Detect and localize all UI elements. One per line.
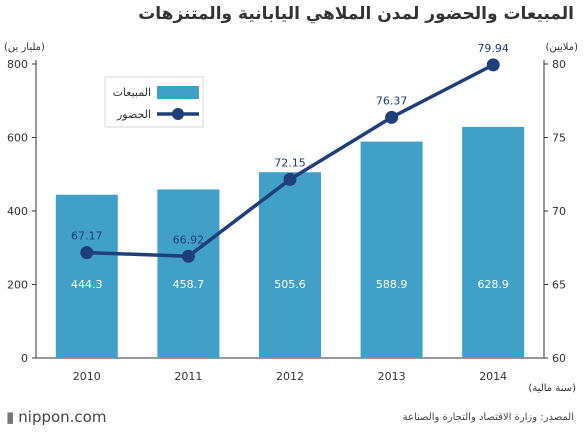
bar-value-label: 588.9: [376, 278, 408, 291]
left-tick-label: 400: [7, 205, 28, 218]
bar: [259, 172, 321, 358]
attendance-point: [80, 246, 94, 260]
bar-value-label: 458.7: [173, 278, 205, 291]
chart-title: المبيعات والحضور لمدن الملاهي اليابانية …: [138, 4, 574, 24]
bar: [360, 141, 423, 358]
attendance-value-label: 66.92: [173, 233, 205, 246]
left-tick-label: 800: [7, 58, 28, 71]
right-tick-label: 80: [552, 58, 566, 71]
left-tick-label: 0: [21, 352, 28, 365]
brand-name: nippon.com: [18, 408, 107, 426]
bar: [157, 189, 220, 358]
attendance-point: [486, 58, 500, 72]
bar: [55, 194, 118, 358]
attendance-point: [181, 249, 195, 263]
x-axis-unit: (سنة مالية): [528, 383, 576, 394]
right-tick-label: 65: [552, 279, 566, 292]
category-label: 2012: [276, 370, 304, 383]
legend-box: [104, 76, 204, 128]
attendance-point: [385, 110, 399, 124]
legend-swatch-sales: [157, 86, 199, 99]
category-label: 2011: [174, 370, 202, 383]
bar: [462, 126, 525, 359]
brand-mark-icon: ▮: [6, 408, 15, 426]
right-tick-label: 70: [552, 205, 566, 218]
legend-label-attendance: الحضور: [116, 108, 151, 121]
right-tick-label: 75: [552, 132, 566, 145]
category-label: 2010: [73, 370, 101, 383]
brand: ▮ nippon.com: [6, 408, 106, 426]
attendance-value-label: 79.94: [477, 42, 509, 55]
footer: ▮ nippon.com المصدر: وزارة الاقتصاد والت…: [0, 406, 584, 434]
attendance-value-label: 76.37: [376, 94, 408, 107]
right-tick-label: 60: [552, 352, 566, 365]
bar-value-label: 444.3: [71, 278, 103, 291]
left-tick-label: 600: [7, 132, 28, 145]
left-axis-unit: (مليار ين): [4, 42, 45, 53]
bar-value-label: 628.9: [477, 278, 509, 291]
category-label: 2013: [378, 370, 406, 383]
legend-label-sales: المبيعات: [113, 86, 151, 99]
attendance-value-label: 67.17: [71, 230, 103, 243]
source-note: المصدر: وزارة الاقتصاد والتجارة والصناعة: [402, 412, 574, 423]
attendance-point: [283, 172, 297, 186]
attendance-value-label: 72.15: [274, 156, 306, 169]
right-axis-unit: (ملايين): [545, 42, 578, 53]
bar-value-label: 505.6: [274, 278, 306, 291]
left-tick-label: 200: [7, 279, 28, 292]
category-label: 2014: [479, 370, 507, 383]
legend-swatch-attendance-marker: [172, 108, 184, 120]
